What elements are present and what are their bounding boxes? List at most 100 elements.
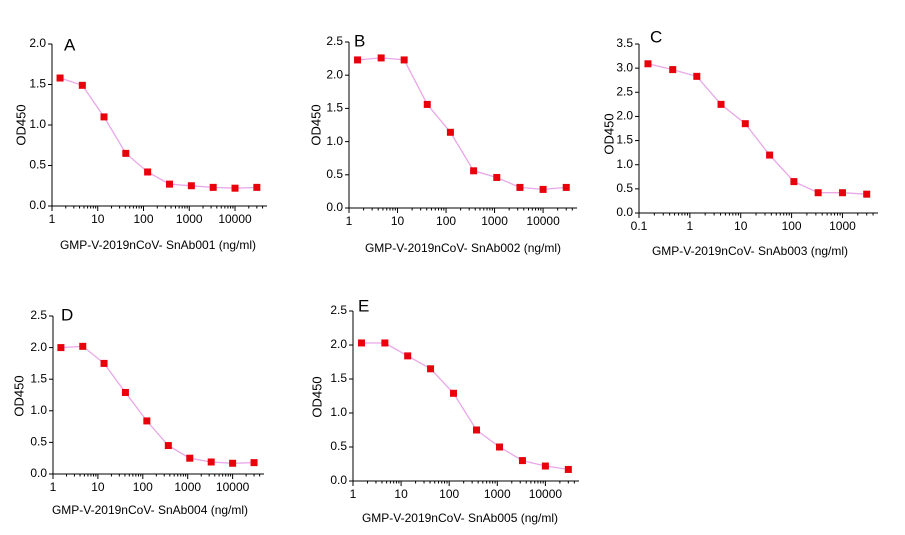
x-tick-label: 10000 bbox=[526, 214, 560, 228]
data-point bbox=[78, 81, 86, 89]
data-point bbox=[541, 462, 549, 470]
y-axis-label: OD450 bbox=[309, 376, 324, 417]
y-tick-label: 1.5 bbox=[30, 371, 47, 385]
data-point bbox=[229, 459, 237, 467]
x-tick-label: 1 bbox=[346, 214, 353, 228]
data-point bbox=[100, 359, 108, 367]
x-tick-label: 10 bbox=[91, 480, 105, 494]
data-point bbox=[446, 128, 454, 136]
data-point bbox=[144, 168, 152, 176]
data-point bbox=[493, 173, 501, 181]
x-axis-label: GMP-V-2019nCoV- SnAb003 (ng/ml) bbox=[652, 244, 848, 258]
y-tick-label: 2.0 bbox=[326, 67, 343, 81]
data-point bbox=[838, 189, 846, 197]
x-axis-label: GMP-V-2019nCoV- SnAb005 (ng/ml) bbox=[362, 511, 558, 525]
y-axis-label: OD450 bbox=[13, 104, 28, 145]
y-tick-label: 1.0 bbox=[326, 134, 343, 148]
data-point bbox=[56, 74, 64, 82]
x-tick-label: 0.1 bbox=[631, 219, 648, 233]
y-axis-label: OD450 bbox=[601, 113, 616, 154]
series-line bbox=[60, 345, 255, 464]
y-tick-label: 1.5 bbox=[616, 133, 633, 147]
data-point bbox=[354, 56, 362, 64]
x-tick-label: 1000 bbox=[176, 212, 203, 226]
x-tick-label: 10000 bbox=[218, 212, 252, 226]
x-tick-label: 1000 bbox=[484, 487, 511, 501]
y-tick-label: 0.5 bbox=[330, 439, 347, 453]
data-point bbox=[400, 56, 408, 64]
data-point bbox=[717, 100, 725, 108]
data-point bbox=[143, 417, 151, 425]
y-axis-label: OD450 bbox=[308, 104, 323, 145]
data-point bbox=[669, 66, 677, 74]
x-tick-label: 10 bbox=[734, 219, 748, 233]
data-point bbox=[231, 184, 239, 192]
data-point bbox=[741, 120, 749, 128]
y-tick-label: 1.0 bbox=[330, 405, 347, 419]
data-point bbox=[209, 183, 217, 191]
x-tick-label: 100 bbox=[133, 480, 153, 494]
data-point bbox=[562, 183, 570, 191]
panel-letter: C bbox=[650, 27, 662, 46]
data-point bbox=[423, 100, 431, 108]
x-tick-label: 10000 bbox=[529, 487, 563, 501]
panel-letter: D bbox=[61, 305, 73, 324]
panel-letter: E bbox=[358, 296, 369, 315]
panel-letter: A bbox=[64, 35, 76, 54]
y-tick-label: 2.0 bbox=[616, 109, 633, 123]
data-point bbox=[381, 339, 389, 347]
x-tick-label: 10000 bbox=[216, 480, 250, 494]
data-point bbox=[564, 465, 572, 473]
series-line bbox=[59, 77, 257, 189]
data-point bbox=[495, 443, 503, 451]
panel-d: D OD450 GMP-V-2019nCoV- SnAb004 (ng/ml) … bbox=[11, 305, 264, 517]
x-tick-label: 1000 bbox=[174, 480, 201, 494]
y-tick-label: 0.0 bbox=[616, 205, 633, 219]
y-tick-label: 1.0 bbox=[616, 157, 633, 171]
data-point bbox=[186, 454, 194, 462]
x-tick-label: 10 bbox=[91, 212, 105, 226]
data-point bbox=[122, 149, 130, 157]
x-tick-label: 1 bbox=[687, 219, 694, 233]
data-point bbox=[427, 365, 435, 373]
y-tick-label: 3.5 bbox=[616, 36, 633, 50]
y-tick-label: 1.0 bbox=[30, 403, 47, 417]
data-point bbox=[100, 113, 108, 121]
data-point bbox=[164, 442, 172, 450]
x-tick-label: 100 bbox=[436, 214, 456, 228]
data-point bbox=[79, 342, 87, 350]
data-point bbox=[693, 72, 701, 80]
y-tick-label: 0.5 bbox=[29, 158, 46, 172]
data-point bbox=[450, 389, 458, 397]
x-tick-label: 10 bbox=[391, 214, 405, 228]
x-axis-label: GMP-V-2019nCoV- SnAb001 (ng/ml) bbox=[60, 238, 256, 252]
y-tick-label: 1.5 bbox=[330, 371, 347, 385]
data-point bbox=[207, 458, 215, 466]
x-axis-label: GMP-V-2019nCoV- SnAb004 (ng/ml) bbox=[52, 503, 248, 517]
data-point bbox=[166, 180, 174, 188]
x-tick-label: 1 bbox=[50, 480, 57, 494]
data-point bbox=[357, 339, 365, 347]
x-tick-label: 1 bbox=[49, 212, 56, 226]
data-point bbox=[473, 426, 481, 434]
y-tick-label: 0.0 bbox=[29, 198, 46, 212]
data-point bbox=[790, 178, 798, 186]
data-point bbox=[121, 388, 129, 396]
data-point bbox=[814, 189, 822, 197]
y-tick-label: 2.5 bbox=[326, 34, 343, 48]
x-tick-label: 10 bbox=[394, 487, 408, 501]
data-point bbox=[518, 457, 526, 465]
panel-a: A OD450 GMP-V-2019nCoV- SnAb001 (ng/ml) … bbox=[13, 35, 267, 252]
x-tick-label: 1000 bbox=[829, 219, 856, 233]
x-tick-label: 100 bbox=[782, 219, 802, 233]
y-tick-label: 2.0 bbox=[330, 337, 347, 351]
series-line bbox=[647, 63, 867, 195]
y-tick-label: 2.0 bbox=[29, 36, 46, 50]
data-point bbox=[57, 344, 65, 352]
y-tick-label: 0.0 bbox=[326, 200, 343, 214]
y-tick-label: 0.0 bbox=[30, 466, 47, 480]
y-tick-label: 2.5 bbox=[330, 303, 347, 317]
y-tick-label: 1.0 bbox=[29, 117, 46, 131]
x-tick-label: 100 bbox=[439, 487, 459, 501]
